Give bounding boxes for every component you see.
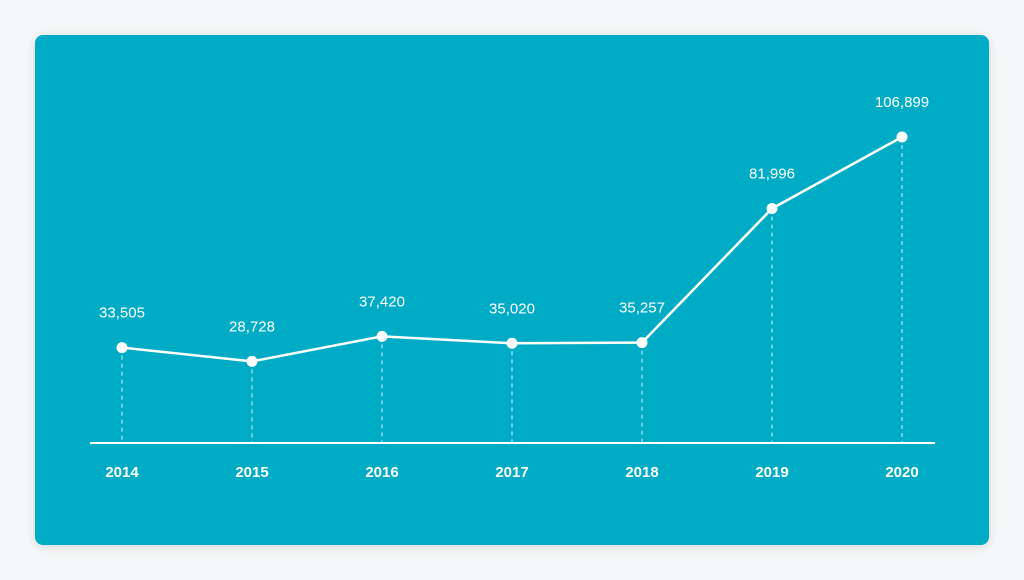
drop-lines	[121, 136, 903, 443]
value-label-2019: 81,996	[749, 165, 795, 182]
data-point-2015	[246, 355, 258, 367]
data-point-2019	[766, 202, 778, 214]
category-label-2016: 2016	[365, 464, 398, 481]
value-label-2015: 28,728	[229, 318, 275, 335]
category-label-2017: 2017	[495, 464, 528, 481]
category-label-2015: 2015	[235, 464, 268, 481]
data-points	[116, 131, 908, 367]
value-label-2014: 33,505	[99, 305, 145, 322]
data-point-2014	[116, 342, 128, 354]
chart-card: 33,505 28,728 37,420 35,020 35,257 81,996 106,…	[35, 35, 989, 545]
category-label-2019: 2019	[755, 464, 788, 481]
value-label-2017: 35,020	[489, 300, 535, 317]
value-label-2016: 37,420	[359, 293, 405, 310]
data-point-2017	[506, 337, 518, 349]
value-label-2020: 106,899	[875, 94, 929, 111]
value-labels: 33,505 28,728 37,420 35,020 35,257 81,996 106,…	[99, 94, 929, 335]
data-point-2016	[376, 330, 388, 342]
data-point-2018	[636, 337, 648, 349]
category-label-2020: 2020	[885, 464, 918, 481]
line-chart: 33,505 28,728 37,420 35,020 35,257 81,996 106,…	[90, 94, 935, 481]
category-labels: 2014 2015 2016 2017 2018 2019 2020	[105, 464, 918, 481]
data-point-2020	[896, 131, 908, 143]
category-label-2018: 2018	[625, 464, 658, 481]
value-label-2018: 35,257	[619, 300, 665, 317]
category-label-2014: 2014	[105, 464, 139, 481]
